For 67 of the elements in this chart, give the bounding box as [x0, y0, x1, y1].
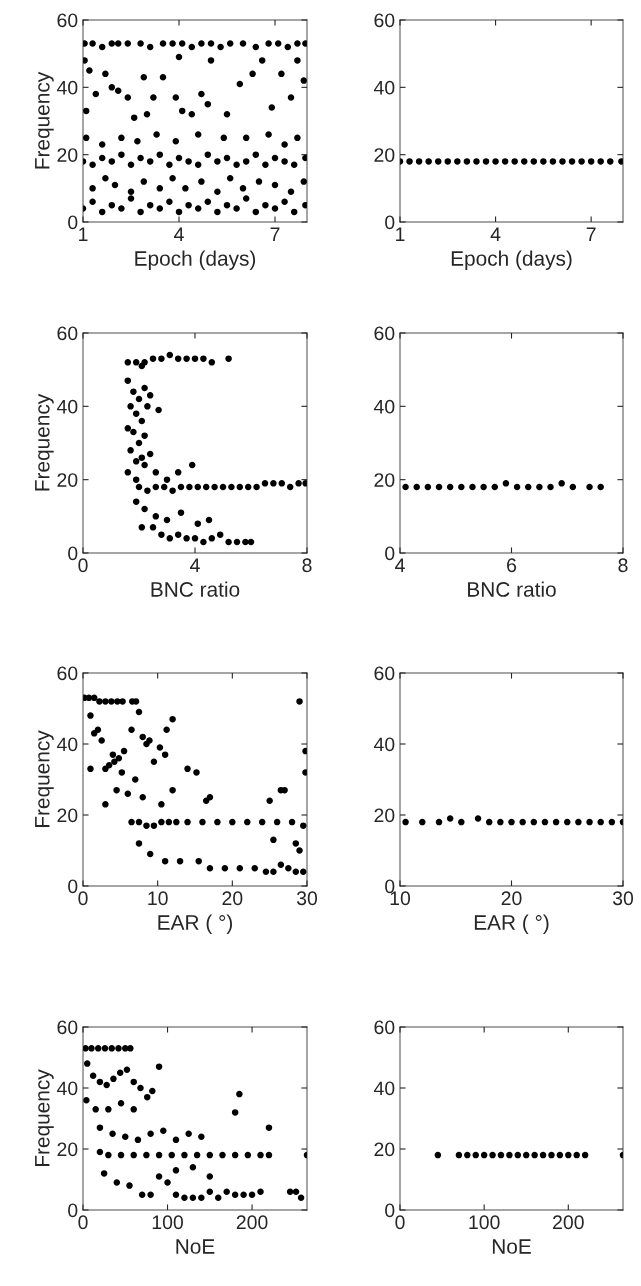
y-axis-title: Frequency — [35, 71, 54, 169]
y-tick-label: 60 — [57, 1020, 78, 1035]
y-tick-label: 0 — [385, 1203, 395, 1218]
x-axis-title: Epoch (days) — [135, 250, 256, 270]
y-tick-label: 40 — [373, 1081, 395, 1096]
x-tick-label: 10 — [148, 891, 168, 906]
x-axis-title: BNC ratio — [468, 581, 556, 597]
y-axis-title: Frequency — [35, 393, 54, 491]
x-axis-title: Epoch (days) — [451, 250, 572, 270]
y-tick-label: 60 — [374, 13, 395, 28]
x-tick-label: 0 — [78, 558, 88, 573]
x-axis-title: NoE — [492, 1239, 531, 1254]
x-tick-label: 1 — [79, 227, 88, 241]
y-tick-label: 0 — [385, 546, 395, 561]
y-tick-label: 40 — [56, 737, 78, 752]
y-tick-label: 20 — [374, 1142, 395, 1157]
x-tick-label: 7 — [270, 227, 280, 241]
x-tick-label: 20 — [501, 891, 522, 906]
x-tick-label: 0 — [78, 1215, 88, 1230]
y-tick-label: 40 — [56, 399, 78, 414]
x-axis-title: EAR ( °) — [158, 914, 233, 934]
y-tick-label: 0 — [68, 1203, 78, 1218]
x-tick-label: 8 — [618, 558, 628, 573]
y-tick-label: 20 — [374, 473, 395, 487]
x-axis-title: EAR ( °) — [474, 914, 549, 934]
x-axis-title: NoE — [176, 1239, 215, 1254]
x-tick-label: 4 — [490, 227, 501, 241]
y-tick-label: 20 — [374, 808, 395, 823]
y-tick-label: 60 — [374, 666, 395, 681]
y-tick-label: 20 — [57, 1142, 78, 1157]
x-tick-label: 0 — [78, 891, 88, 906]
y-tick-label: 40 — [373, 399, 395, 414]
x-tick-label: 0 — [395, 1215, 405, 1230]
x-tick-label: 30 — [612, 891, 634, 906]
y-tick-label: 60 — [57, 326, 78, 341]
x-axis-title: BNC ratio — [151, 581, 240, 597]
x-tick-label: 200 — [553, 1215, 584, 1230]
y-tick-label: 60 — [57, 666, 78, 681]
y-tick-label: 20 — [57, 148, 78, 162]
x-tick-label: 1 — [396, 227, 405, 241]
x-tick-label: 4 — [174, 227, 184, 241]
y-tick-label: 0 — [385, 215, 395, 230]
y-tick-label: 20 — [57, 473, 78, 487]
y-axis-title: Frequency — [35, 1069, 54, 1166]
x-tick-label: 20 — [222, 891, 243, 906]
y-tick-label: 40 — [56, 80, 78, 95]
x-tick-label: 100 — [469, 1215, 500, 1230]
y-tick-label: 60 — [374, 1020, 395, 1035]
x-tick-label: 200 — [236, 1215, 268, 1230]
y-tick-label: 0 — [68, 215, 78, 230]
x-tick-label: 8 — [302, 558, 312, 573]
y-tick-label: 40 — [56, 1081, 78, 1096]
y-tick-label: 0 — [68, 546, 78, 561]
y-axis-title: Frequency — [35, 730, 54, 827]
y-tick-label: 60 — [57, 13, 78, 28]
x-tick-label: 100 — [152, 1215, 183, 1230]
y-tick-label: 40 — [373, 80, 395, 95]
y-tick-label: 0 — [68, 879, 78, 894]
y-tick-label: 60 — [374, 326, 395, 341]
y-tick-label: 20 — [374, 148, 395, 162]
x-tick-label: 4 — [395, 558, 405, 572]
x-tick-label: 6 — [507, 558, 517, 573]
x-tick-label: 30 — [296, 891, 318, 906]
x-tick-label: 7 — [586, 227, 596, 241]
y-tick-label: 40 — [373, 737, 395, 752]
y-tick-label: 20 — [57, 808, 78, 823]
x-tick-label: 4 — [190, 558, 200, 572]
